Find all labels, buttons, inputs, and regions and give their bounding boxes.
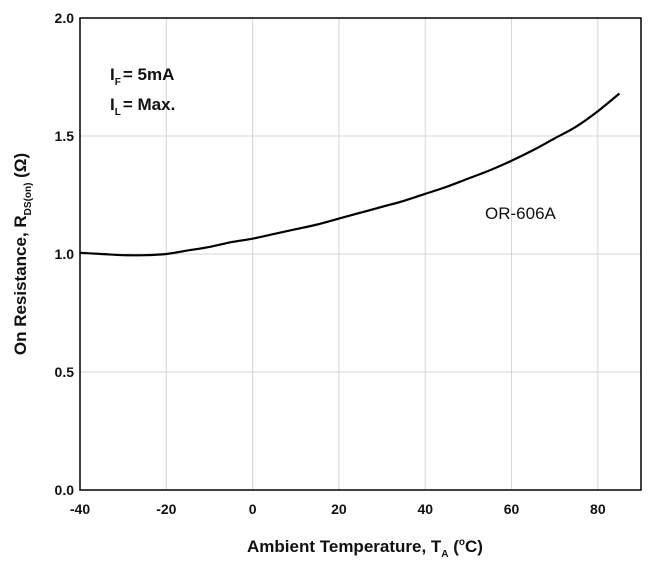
x-tick-label: -20 — [156, 501, 176, 517]
y-tick-label: 0.0 — [55, 482, 75, 498]
annotation-forward-current-value: = 5mA — [123, 65, 175, 84]
y-axis-title-main: On Resistance, R — [11, 215, 30, 355]
x-tick-label: -40 — [70, 501, 90, 517]
annotation-load-current-subscript: L — [115, 107, 121, 118]
annotation-load-current: IL = Max. — [110, 95, 175, 118]
x-tick-label: 0 — [249, 501, 257, 517]
y-axis-title: On Resistance, RDS(on) (Ω) — [11, 153, 34, 355]
plot-frame — [79, 17, 642, 491]
x-axis-title-unit-close: C) — [465, 537, 483, 556]
annotation-forward-current-subscript: F — [115, 77, 121, 88]
series-line-or-606a — [79, 92, 621, 257]
series-label: OR-606A — [485, 204, 557, 223]
x-tick-label: 80 — [590, 501, 606, 517]
x-axis-title-degree: o — [459, 537, 465, 548]
x-axis-title-subscript: A — [441, 549, 448, 560]
y-tick-label: 2.0 — [55, 10, 75, 26]
x-tick-label: 20 — [331, 501, 347, 517]
y-axis-title-subscript: DS(on) — [23, 183, 34, 216]
annotation-forward-current-symbol: I — [110, 65, 115, 84]
y-axis-title-unit: (Ω) — [11, 153, 30, 183]
annotation-forward-current: IF = 5mA — [110, 65, 174, 88]
x-axis-title-main: Ambient Temperature, T — [247, 537, 442, 556]
x-tick-label: 60 — [504, 501, 520, 517]
y-tick-label: 1.0 — [55, 246, 75, 262]
y-tick-label: 1.5 — [55, 128, 75, 144]
x-axis-title: Ambient Temperature, TA (oC) — [247, 537, 483, 560]
annotation-load-current-value: = Max. — [123, 95, 175, 114]
annotation-load-current-symbol: I — [110, 95, 115, 114]
x-axis-title-unit-open: ( — [449, 537, 460, 556]
y-tick-labels: 0.0 0.5 1.0 1.5 2.0 — [55, 10, 75, 498]
x-tick-label: 40 — [417, 501, 433, 517]
y-tick-label: 0.5 — [55, 364, 75, 380]
x-tick-labels: -40 -20 0 20 40 60 80 — [70, 501, 606, 517]
